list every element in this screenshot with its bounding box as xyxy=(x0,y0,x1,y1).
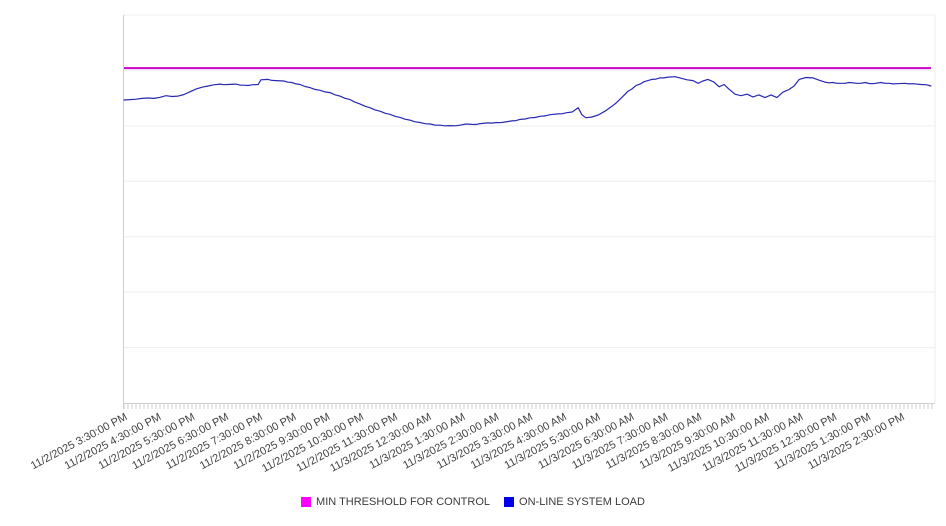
legend-label-online-system-load: ON-LINE SYSTEM LOAD xyxy=(519,496,645,508)
legend-label-min-threshold: MIN THRESHOLD FOR CONTROL xyxy=(316,496,491,508)
legend-item-min-threshold[interactable]: MIN THRESHOLD FOR CONTROL xyxy=(301,496,490,508)
x-axis-minor-ticks xyxy=(123,404,933,409)
chart-legend: MIN THRESHOLD FOR CONTROL ON-LINE SYSTEM… xyxy=(0,496,946,508)
gridlines xyxy=(124,14,936,403)
series-online-system-load-line xyxy=(123,76,932,127)
axes xyxy=(123,15,935,409)
legend-item-online-system-load[interactable]: ON-LINE SYSTEM LOAD xyxy=(504,496,645,508)
series-online-system-load xyxy=(123,76,932,127)
legend-swatch-online-system-load-icon xyxy=(504,497,515,507)
legend-swatch-min-threshold-icon xyxy=(301,497,312,507)
